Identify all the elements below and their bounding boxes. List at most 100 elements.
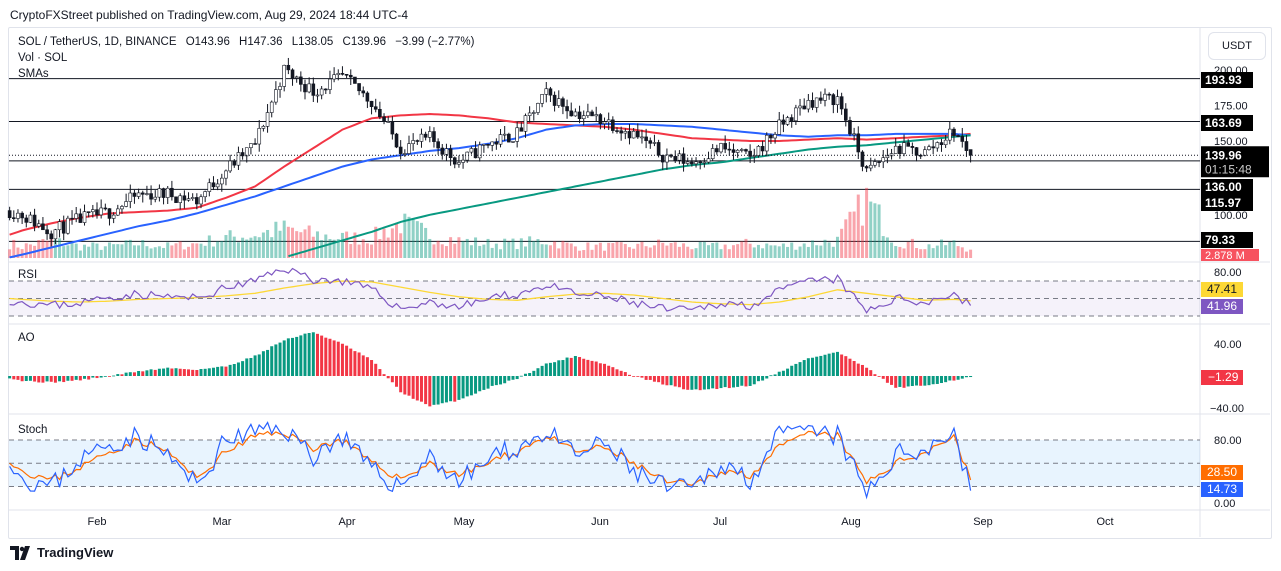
candle-body (918, 154, 923, 157)
ao-bar (353, 351, 357, 376)
volume-bar (53, 239, 57, 258)
candle-body (931, 146, 935, 149)
candle-body (20, 212, 24, 219)
ao-bar (544, 363, 548, 376)
ao-bar (62, 376, 66, 383)
volume-bar (598, 242, 602, 258)
candle-body (594, 114, 599, 117)
candle-body (332, 74, 336, 80)
volume-bar (211, 246, 215, 258)
candle-body (868, 164, 873, 169)
volume-bar (811, 240, 815, 258)
candle-body (111, 214, 116, 219)
volume-bar (378, 239, 382, 258)
ao-bar (923, 376, 927, 386)
ao-bar (915, 376, 919, 386)
ao-bar (827, 353, 831, 376)
ao-bar (49, 376, 53, 382)
ao-bar (474, 376, 478, 394)
volume-bar (253, 236, 257, 258)
ao-bar (723, 376, 727, 388)
volume-bar (482, 244, 486, 258)
sma-legend[interactable]: SMAs (18, 68, 49, 80)
ao-bar (424, 376, 428, 405)
candle-body (756, 146, 761, 156)
volume-bar (490, 247, 494, 258)
candle-body (394, 133, 399, 148)
candle-body (935, 142, 940, 149)
volume-bar (731, 245, 735, 258)
ao-bar (74, 376, 78, 380)
rsi-ma-tag (1201, 282, 1243, 297)
volume-bar (690, 249, 694, 258)
ao-bar (865, 367, 869, 376)
ao-bar (112, 375, 116, 377)
candle-body (386, 121, 391, 123)
volume-bar (902, 248, 906, 258)
ao-bar (195, 369, 199, 376)
volume-bar (748, 243, 752, 258)
volume-bar (232, 236, 236, 258)
volume-bar (449, 237, 453, 258)
volume-bar (819, 245, 823, 258)
volume-bar (286, 226, 290, 258)
candle-body (893, 145, 898, 154)
candle-body (32, 214, 37, 227)
ao-bar (228, 364, 232, 376)
volume-bar (960, 247, 964, 258)
ao-bar (132, 372, 136, 376)
candle-body (228, 160, 232, 172)
sma50-line (9, 112, 971, 236)
tradingview-logo[interactable]: TradingView (10, 545, 113, 560)
candle-body (619, 130, 623, 134)
ao-bar (295, 336, 299, 376)
volume-bar (370, 244, 374, 258)
ao-bar (694, 376, 698, 390)
price-tick: 100.00 (1214, 210, 1248, 222)
candle-body (523, 115, 528, 132)
candle-body (452, 157, 457, 165)
ao-bar (428, 376, 432, 407)
rsi-ma-label: 47.41 (1207, 282, 1237, 296)
ao-bar (806, 358, 810, 376)
currency-button[interactable]: USDT (1208, 32, 1266, 60)
candle-body (814, 97, 819, 108)
ao-bar (515, 376, 519, 380)
symbol-name[interactable]: SOL / TetherUS, 1D, BINANCE (18, 36, 177, 48)
ao-bar (70, 376, 74, 381)
volume-bar (315, 231, 319, 258)
ao-bar (523, 373, 527, 376)
candle-body (923, 149, 927, 156)
candle-body (827, 93, 831, 96)
volume-bar (303, 229, 307, 258)
volume-bar (70, 242, 74, 258)
bar-countdown: 01:15:48 (1205, 162, 1252, 176)
ao-bar (786, 368, 790, 376)
volume-bar (228, 230, 232, 258)
volume-bar (178, 241, 182, 258)
volume-bar (91, 242, 95, 258)
ao-bar (12, 376, 16, 380)
ao-bar (677, 376, 681, 388)
ao-bar (744, 376, 748, 387)
candle-body (178, 195, 182, 203)
ao-bar (20, 376, 24, 382)
volume-bar (249, 237, 253, 258)
volume-bar (623, 243, 627, 258)
ao-bar (291, 337, 295, 376)
ao-bar (299, 335, 303, 376)
ao-bar (478, 376, 482, 392)
ao-bar (103, 376, 107, 377)
ao-bar (99, 376, 103, 378)
candle-body (835, 96, 840, 106)
ao-bar (53, 376, 57, 383)
ao-bar (390, 376, 394, 383)
volume-bar (894, 246, 898, 258)
ao-bar (877, 376, 881, 377)
candle-body (877, 161, 881, 163)
chart-frame (8, 27, 1272, 539)
ao-bar (286, 338, 290, 376)
volume-legend[interactable]: Vol · SOL (18, 52, 68, 64)
ao-bar (453, 376, 457, 402)
